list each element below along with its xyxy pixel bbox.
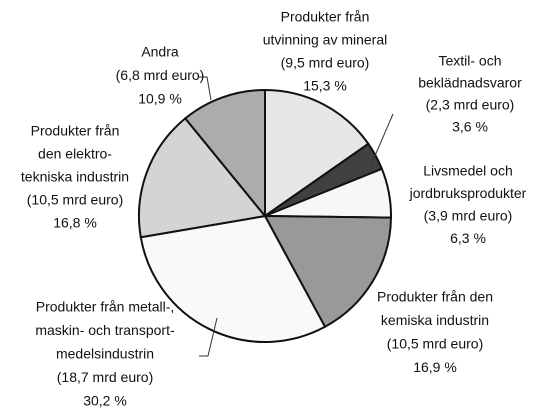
percent-label: 16,9 % (413, 359, 457, 375)
percent-label: 15,3 % (303, 78, 347, 94)
amount-label: (10,5 mrd euro) (27, 192, 123, 208)
percent-label: 30,2 % (83, 393, 127, 409)
slice-label: utvinning av mineral (263, 32, 388, 48)
pie (138, 88, 393, 343)
slice-label: kemiska industrin (381, 312, 489, 328)
slice-label: jordbruksprodukter (409, 185, 527, 201)
leader-line (370, 113, 394, 166)
slice-label: Produkter från metall-, (36, 299, 175, 315)
slice-label: Livsmedel och (423, 163, 513, 179)
amount-label: (10,5 mrd euro) (387, 336, 483, 352)
slice-label: Textil- och (438, 53, 501, 69)
pie-slice (183, 88, 266, 219)
leader-line (199, 317, 218, 357)
amount-label: (2,3 mrd euro) (426, 97, 515, 113)
amount-label: (6,8 mrd euro) (116, 67, 205, 83)
slice-label: tekniska industrin (21, 169, 129, 185)
slice-label: medelsindustrin (56, 346, 154, 362)
slice-label: Produkter från (281, 9, 370, 25)
slice-label: Produkter från den (377, 289, 493, 305)
percent-label: 3,6 % (452, 119, 488, 135)
slice-label: den elektro- (38, 146, 112, 162)
pie-slice (263, 214, 393, 329)
slice-label: Produkter från (31, 123, 120, 139)
pie-slice (139, 214, 327, 343)
percent-label: 10,9 % (138, 91, 182, 107)
slice-label: beklädnadsvaror (418, 75, 522, 91)
amount-label: (9,5 mrd euro) (281, 55, 370, 71)
percent-label: 16,8 % (53, 215, 97, 231)
amount-label: (18,7 mrd euro) (57, 369, 153, 385)
amount-label: (3,9 mrd euro) (424, 208, 513, 224)
slice-label: maskin- och transport- (35, 322, 175, 338)
percent-label: 6,3 % (450, 230, 486, 246)
slice-label: Andra (141, 44, 179, 60)
pie-slice (138, 117, 267, 239)
leader-line (199, 76, 212, 101)
pie-slice (264, 88, 370, 218)
